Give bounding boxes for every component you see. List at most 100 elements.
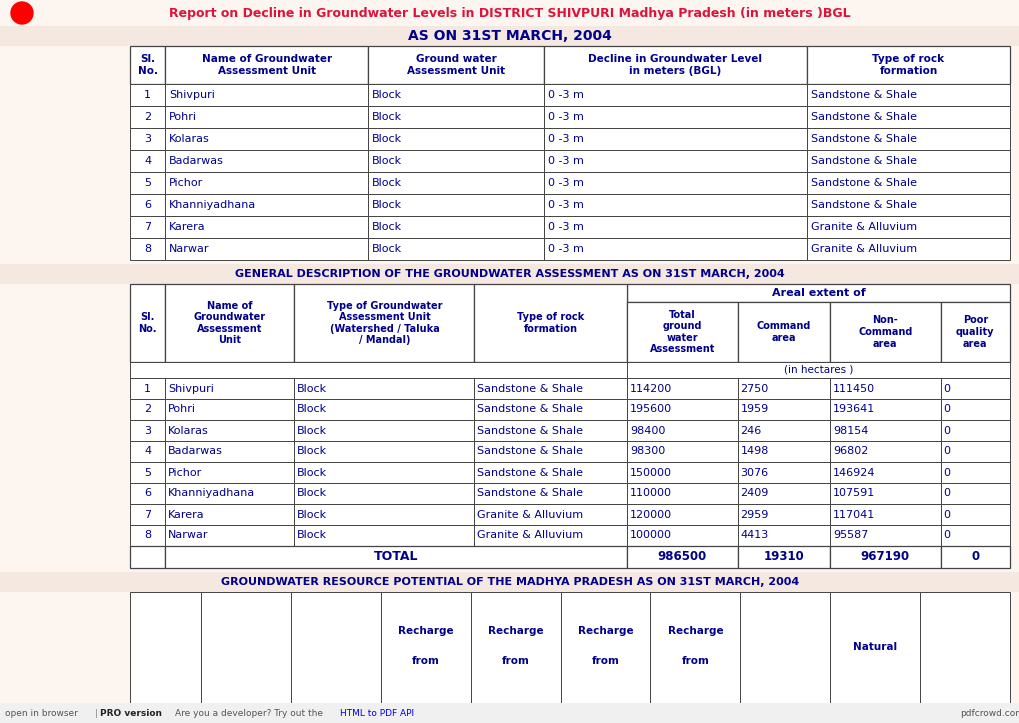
Text: 110000: 110000 [629,489,672,498]
Bar [129,216,165,238]
Bar [129,194,165,216]
Bar [165,172,368,194]
Bar [294,399,474,420]
Text: Block: Block [372,112,401,122]
Text: Block: Block [298,510,327,520]
Bar [806,150,1009,172]
Text: 2750: 2750 [740,383,768,393]
Text: 150000: 150000 [629,468,672,477]
Bar [129,546,165,568]
Text: from: from [412,656,439,666]
Bar [165,546,626,568]
Bar [940,525,1009,546]
Bar [806,238,1009,260]
Bar [368,150,543,172]
Bar [165,483,294,504]
Bar [737,399,829,420]
Text: Block: Block [298,404,327,414]
Text: 0: 0 [943,383,950,393]
Bar [737,504,829,525]
Text: 5: 5 [144,468,151,477]
Text: 1498: 1498 [740,447,768,456]
Text: Recharge: Recharge [666,626,722,636]
Text: 0: 0 [943,426,950,435]
Bar [129,284,165,362]
Text: (in hectares ): (in hectares ) [783,365,852,375]
Text: 0 -3 m: 0 -3 m [547,244,583,254]
Text: 146924: 146924 [833,468,874,477]
Bar [737,378,829,399]
Text: 986500: 986500 [657,550,706,563]
Text: Recharge: Recharge [577,626,633,636]
Text: Pohri: Pohri [168,404,196,414]
Text: Block: Block [298,383,327,393]
Text: 195600: 195600 [629,404,672,414]
Text: 0 -3 m: 0 -3 m [547,178,583,188]
Bar [626,462,737,483]
Bar [474,378,626,399]
Bar [940,302,1009,362]
Text: Sandstone & Shale: Sandstone & Shale [477,383,583,393]
Text: 6: 6 [144,200,151,210]
Text: Shivpuri: Shivpuri [169,90,215,100]
Bar [626,378,737,399]
Bar [294,462,474,483]
Text: AS ON 31ST MARCH, 2004: AS ON 31ST MARCH, 2004 [408,29,611,43]
Text: Name of Groundwater
Assessment Unit: Name of Groundwater Assessment Unit [202,54,331,76]
Text: TOTAL: TOTAL [373,550,418,563]
Bar [806,84,1009,106]
Bar [201,592,290,703]
Bar [626,504,737,525]
Text: Natural: Natural [852,643,897,652]
Bar [165,84,368,106]
Text: Block: Block [298,531,327,541]
Bar [380,592,470,703]
Text: 0: 0 [943,468,950,477]
Text: Sl.
No.: Sl. No. [138,54,157,76]
Bar [740,592,829,703]
Bar [0,0,1019,26]
Text: Sandstone & Shale: Sandstone & Shale [477,489,583,498]
Text: Command
area: Command area [756,321,810,343]
Text: 0: 0 [943,510,950,520]
Bar [129,362,626,378]
Text: 19310: 19310 [762,550,803,563]
Bar [294,441,474,462]
Text: HTML to PDF API: HTML to PDF API [339,709,414,717]
Text: Block: Block [298,489,327,498]
Text: Block: Block [372,244,401,254]
Text: Narwar: Narwar [168,531,208,541]
Bar [294,284,474,362]
Text: 100000: 100000 [629,531,672,541]
Bar [940,462,1009,483]
Text: 1: 1 [144,383,151,393]
Text: 0: 0 [943,489,950,498]
Bar [829,441,940,462]
Text: Sandstone & Shale: Sandstone & Shale [477,426,583,435]
Bar [919,592,1009,703]
Bar [129,46,165,84]
Bar [940,399,1009,420]
Bar [626,546,737,568]
Bar [806,194,1009,216]
Text: 2: 2 [144,112,151,122]
Text: 0 -3 m: 0 -3 m [547,156,583,166]
Text: from: from [681,656,708,666]
Bar [129,150,165,172]
Text: Granite & Alluvium: Granite & Alluvium [477,531,583,541]
Bar [737,441,829,462]
Text: 3: 3 [144,426,151,435]
Text: Block: Block [372,156,401,166]
Bar [165,284,294,362]
Text: Sandstone & Shale: Sandstone & Shale [810,156,916,166]
Text: Sandstone & Shale: Sandstone & Shale [810,178,916,188]
Bar [829,399,940,420]
Text: Karera: Karera [168,510,205,520]
Text: Block: Block [298,447,327,456]
Text: 114200: 114200 [629,383,672,393]
Bar [165,106,368,128]
Text: Sandstone & Shale: Sandstone & Shale [810,200,916,210]
Bar [165,525,294,546]
Bar [129,399,165,420]
Bar [165,378,294,399]
